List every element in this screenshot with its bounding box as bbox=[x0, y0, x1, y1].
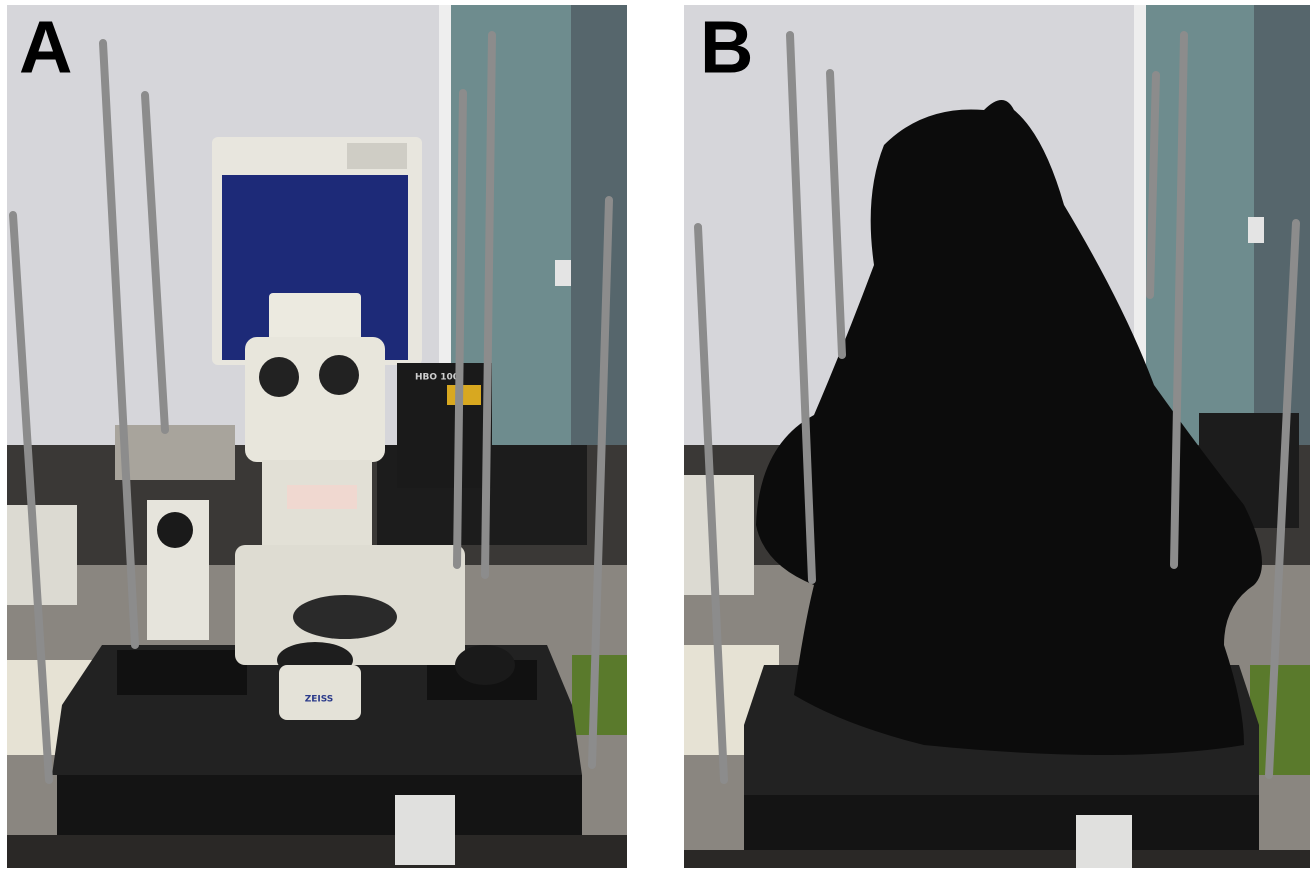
port bbox=[157, 512, 193, 548]
wall-column bbox=[571, 5, 627, 450]
device-left bbox=[684, 475, 754, 595]
microscope-body bbox=[245, 337, 385, 462]
microscope-head bbox=[269, 293, 361, 343]
lamp-label: HBO 100 bbox=[415, 373, 459, 383]
label-sticker bbox=[287, 485, 357, 509]
table-base bbox=[57, 775, 582, 835]
warning-label bbox=[447, 385, 481, 405]
eyepiece bbox=[319, 355, 359, 395]
panel-b: B bbox=[684, 5, 1310, 868]
front-box bbox=[1076, 815, 1132, 868]
adapter bbox=[115, 425, 235, 480]
socket bbox=[1248, 217, 1264, 243]
figure: HBO 100 ZEISS A bbox=[0, 0, 1316, 873]
teal-wall bbox=[1146, 5, 1254, 445]
table-base bbox=[744, 795, 1259, 850]
panel-label: A bbox=[19, 6, 72, 89]
eyepiece bbox=[259, 357, 299, 397]
floor bbox=[7, 835, 627, 868]
front-box bbox=[395, 795, 455, 865]
manipulator bbox=[455, 645, 515, 685]
green-bag bbox=[572, 655, 627, 735]
plate bbox=[117, 650, 247, 695]
device-left bbox=[7, 505, 77, 605]
stage bbox=[293, 595, 397, 639]
panel-a: HBO 100 ZEISS A bbox=[7, 5, 627, 868]
socket bbox=[555, 260, 571, 286]
floor bbox=[684, 850, 1310, 868]
vent bbox=[347, 143, 407, 169]
page: {"panels": [ {"label": "A", "texts": ["H… bbox=[0, 0, 1316, 873]
brand-label: ZEISS bbox=[305, 695, 334, 705]
lower-body bbox=[279, 665, 361, 720]
panel-label: B bbox=[700, 6, 753, 89]
